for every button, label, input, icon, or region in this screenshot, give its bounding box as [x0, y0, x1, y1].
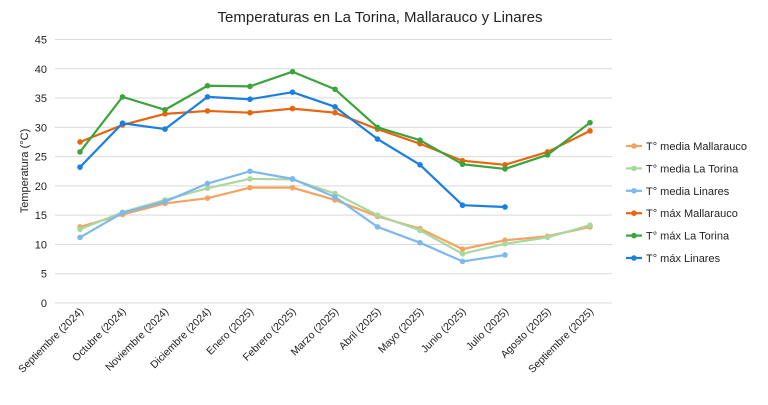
data-point — [459, 251, 466, 257]
data-point — [162, 126, 168, 132]
data-point — [289, 176, 296, 182]
data-point — [587, 222, 593, 228]
data-point — [374, 136, 381, 142]
series-5 — [77, 89, 508, 210]
data-point — [119, 94, 126, 100]
data-point — [247, 109, 253, 116]
data-point — [247, 96, 253, 103]
data-point — [247, 83, 253, 90]
legend-marker — [631, 255, 637, 261]
data-point — [289, 184, 296, 191]
legend-label: T° máx Mallarauco — [646, 208, 738, 220]
series-lines — [77, 68, 593, 265]
data-point — [502, 252, 508, 258]
data-point — [77, 234, 83, 241]
data-point — [502, 162, 508, 168]
data-point — [204, 82, 211, 89]
data-point — [247, 176, 253, 182]
data-point — [544, 152, 551, 158]
y-axis-label: Temperatura (°C) — [19, 129, 31, 213]
data-point — [119, 210, 126, 216]
data-point — [204, 180, 211, 187]
data-point — [289, 89, 296, 95]
gridlines — [55, 39, 612, 304]
data-point — [587, 119, 593, 126]
x-tick-label: Mayo (2025) — [376, 306, 426, 356]
legend-marker — [631, 210, 637, 216]
data-point — [289, 68, 296, 75]
data-point — [77, 149, 83, 155]
legend-label: T° máx Linares — [646, 253, 721, 265]
legend-marker — [631, 188, 637, 194]
data-point — [332, 104, 338, 110]
y-tick-label: 40 — [35, 64, 47, 76]
data-point — [417, 162, 423, 168]
x-tick-label: Septiembre (2024) — [16, 306, 86, 376]
y-tick-labels: 0 5 10 15 20 25 30 35 40 45 — [35, 35, 47, 311]
data-point — [459, 161, 466, 168]
series-2 — [77, 168, 508, 265]
y-tick-label: 15 — [35, 210, 47, 222]
y-tick-label: 25 — [35, 152, 47, 164]
y-tick-label: 5 — [41, 269, 47, 281]
chart-title: Temperaturas en La Torina, Mallarauco y … — [218, 9, 543, 26]
legend: T° media Mallarauco T° media La Torina T° … — [626, 141, 747, 265]
legend-marker — [631, 143, 637, 149]
data-point — [417, 239, 423, 246]
legend-label: T° media La Torina — [646, 163, 739, 175]
data-point — [204, 94, 211, 100]
data-point — [587, 128, 593, 134]
x-tick-label: Junio (2025) — [419, 306, 469, 356]
data-point — [247, 168, 253, 175]
y-tick-label: 0 — [41, 298, 47, 310]
series-line — [79, 177, 591, 255]
data-point — [417, 227, 423, 234]
data-point — [459, 258, 466, 265]
data-point — [247, 184, 253, 191]
data-point — [502, 204, 508, 210]
data-point — [374, 212, 381, 218]
data-point — [374, 124, 381, 131]
data-point — [162, 106, 168, 113]
data-point — [332, 194, 338, 200]
data-point — [374, 224, 381, 230]
data-point — [119, 120, 126, 127]
data-point — [502, 241, 508, 247]
x-tick-labels: Septiembre (2024)Octubre (2024)Noviembre… — [16, 306, 596, 376]
y-tick-label: 45 — [35, 35, 47, 47]
data-point — [77, 139, 83, 145]
data-point — [204, 185, 211, 192]
y-tick-label: 35 — [35, 93, 47, 105]
data-point — [204, 108, 211, 114]
series-4 — [77, 68, 593, 172]
y-tick-label: 30 — [35, 122, 47, 134]
legend-label: T° máx La Torina — [646, 231, 730, 243]
y-tick-label: 10 — [35, 239, 47, 251]
data-point — [162, 198, 168, 205]
data-point — [77, 226, 83, 233]
legend-label: T° media Linares — [646, 186, 730, 198]
data-point — [417, 137, 423, 144]
data-point — [459, 246, 466, 252]
data-point — [332, 109, 338, 116]
legend-label: T° media Mallarauco — [646, 141, 747, 153]
series-3 — [77, 105, 593, 168]
legend-marker — [631, 232, 637, 239]
series-line — [79, 70, 591, 171]
data-point — [332, 86, 338, 93]
data-point — [77, 164, 83, 170]
data-point — [204, 195, 211, 201]
data-point — [459, 202, 466, 209]
y-tick-label: 20 — [35, 181, 47, 193]
data-point — [502, 166, 508, 172]
data-point — [544, 234, 551, 241]
data-point — [289, 105, 296, 112]
legend-marker — [631, 165, 637, 172]
data-point — [162, 111, 168, 117]
